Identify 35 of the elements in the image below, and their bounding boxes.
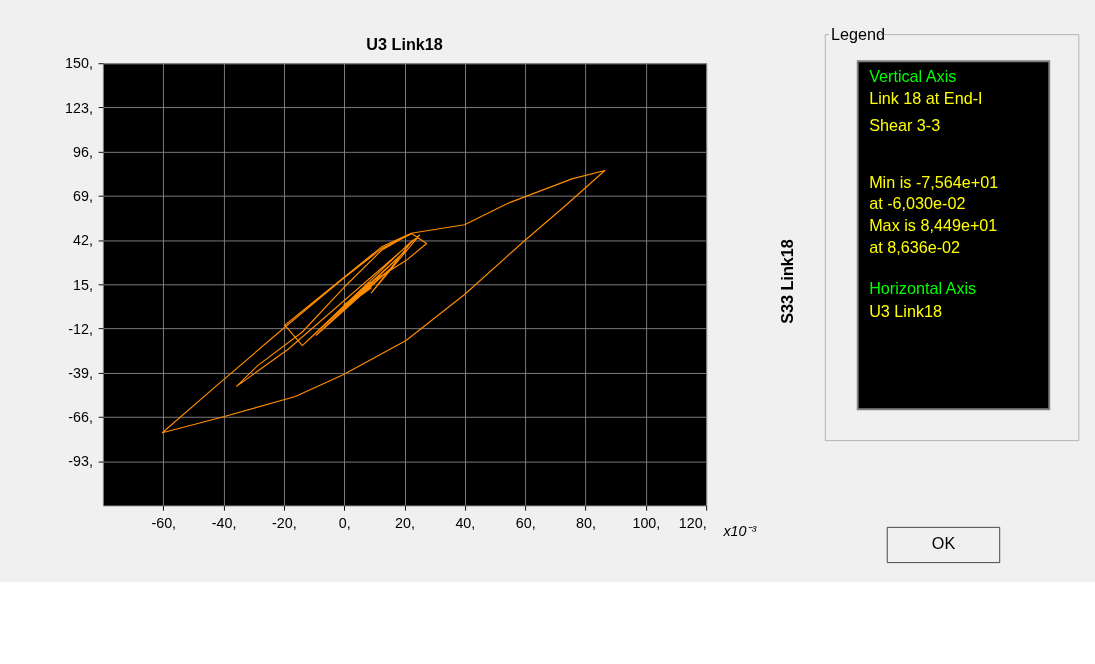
x-tick-label: 0, [338, 514, 351, 531]
text: Horizontal Axis [869, 278, 977, 297]
y-tick-label: 123, [65, 99, 93, 116]
x-tick-label: 40, [455, 514, 476, 531]
text: OK [931, 534, 956, 553]
text: at 8,636e-02 [869, 237, 961, 256]
text: Vertical Axis [869, 67, 957, 86]
x-tick-label: 100, [632, 514, 661, 531]
x-tick-label: -40, [211, 514, 237, 531]
y-tick-label: -93, [68, 453, 93, 470]
x-axis-title: x10⁻³ [722, 523, 758, 540]
text: Max is 8,449e+01 [869, 215, 998, 234]
text: U3 Link18 [869, 301, 943, 320]
x-tick-label: 80, [576, 514, 596, 531]
x-tick-label: 20, [395, 514, 415, 531]
line-series [161, 169, 606, 434]
text: Legend [831, 25, 886, 44]
y-tick-label: -39, [68, 365, 93, 382]
y-tick-label: -66, [68, 409, 93, 426]
x-tick-label: -60, [151, 514, 177, 531]
y-tick-label: 15, [73, 276, 93, 293]
text: at -6,030e-02 [869, 194, 966, 213]
y-tick-label: 150, [65, 55, 93, 72]
x-tick-label: -20, [272, 514, 297, 531]
text: Min is -7,564e+01 [869, 173, 999, 192]
text: Link 18 at End-I [869, 89, 983, 108]
x-tick-label: 120, [678, 514, 707, 531]
y-tick-label: 96, [73, 143, 93, 160]
y-tick-label: 42, [73, 232, 93, 249]
text: Shear 3-3 [869, 115, 941, 134]
chart-title: U3 Link18 [366, 34, 443, 53]
y-tick-label: -12, [68, 320, 93, 337]
x-tick-label: 60, [515, 514, 536, 531]
y-tick-label: 69, [73, 188, 93, 205]
y-axis-title: S33 Link18 [777, 239, 796, 324]
